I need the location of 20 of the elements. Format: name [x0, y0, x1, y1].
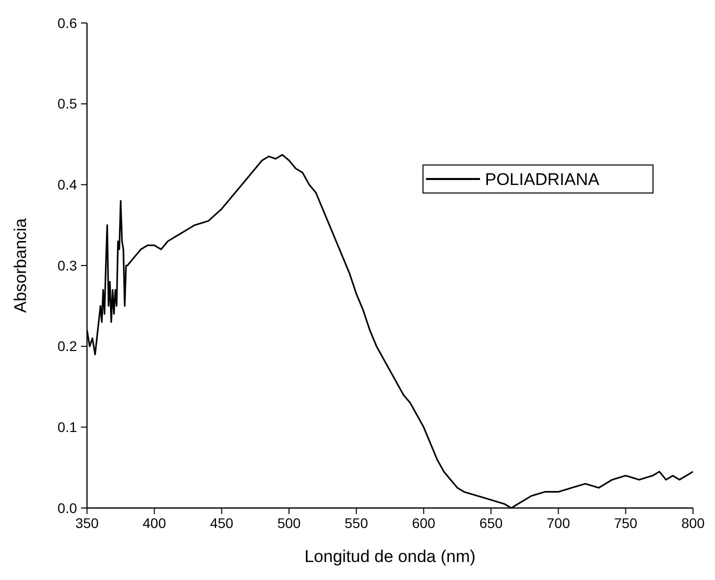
- y-axis-title: Absorbancia: [11, 218, 30, 313]
- x-tick-label: 700: [546, 515, 570, 531]
- x-tick-label: 550: [344, 515, 368, 531]
- x-tick-label: 800: [681, 515, 705, 531]
- x-tick-label: 500: [277, 515, 301, 531]
- y-tick-label: 0.6: [58, 14, 78, 31]
- x-tick-label: 350: [75, 515, 99, 531]
- y-tick-label: 0.2: [58, 338, 78, 354]
- legend-label: POLIADRIANA: [485, 170, 600, 189]
- x-tick-label: 750: [614, 515, 638, 531]
- y-tick-label: 0.5: [58, 96, 78, 112]
- x-tick-label: 600: [412, 515, 436, 531]
- y-tick-label: 0.4: [58, 176, 78, 193]
- x-tick-label: 400: [142, 515, 166, 531]
- y-tick-label: 0.1: [58, 419, 78, 436]
- y-tick-label: 0.3: [58, 257, 78, 274]
- x-axis-title: Longitud de onda (nm): [304, 547, 476, 566]
- y-tick-label: 0.0: [58, 500, 78, 516]
- x-tick-label: 450: [210, 515, 234, 531]
- x-tick-label: 650: [479, 515, 503, 531]
